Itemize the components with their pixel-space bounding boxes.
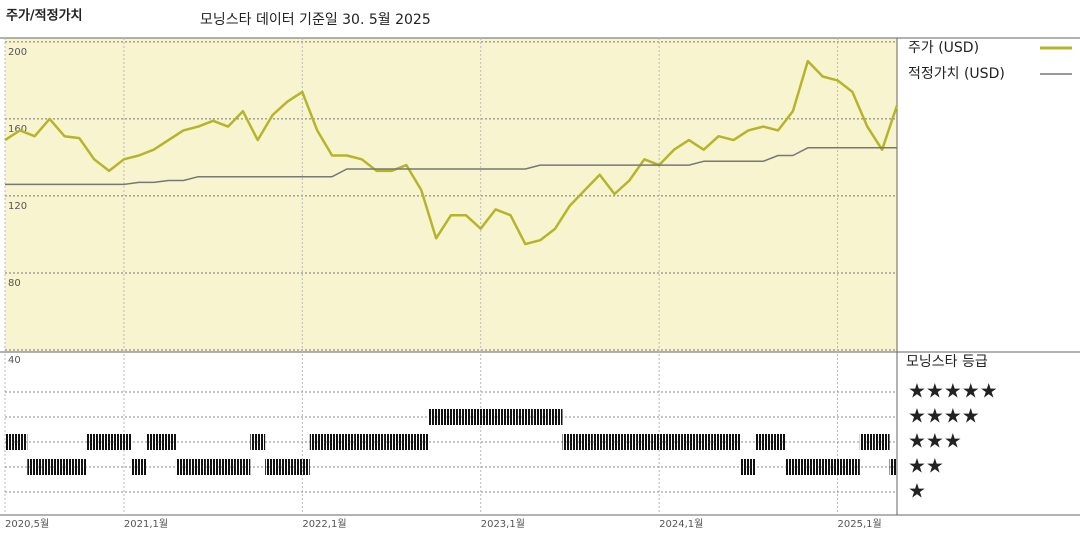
x-tick-label: 2020,5월	[5, 518, 49, 530]
series-line	[5, 147, 897, 186]
price-panel	[5, 38, 897, 352]
rating-bar	[369, 434, 385, 450]
rating-bar	[294, 459, 310, 475]
rating-bar	[265, 459, 281, 475]
y-tick-label: 120	[8, 201, 27, 212]
rating-bar	[532, 409, 548, 425]
rating-bar	[57, 459, 72, 475]
rating-bar	[636, 434, 652, 450]
rating-bar	[830, 459, 845, 475]
rating-label: ★★	[908, 454, 944, 478]
y-tick-label: 160	[8, 124, 27, 135]
rating-bar	[696, 434, 712, 450]
rating-bar	[324, 434, 340, 450]
rating-bar	[577, 434, 593, 450]
rating-bar	[190, 459, 206, 475]
rating-bar	[458, 409, 474, 425]
rating-bar	[547, 409, 563, 425]
rating-label: ★★★★★	[908, 379, 998, 403]
rating-bar	[86, 434, 102, 450]
rating-bar	[770, 434, 786, 450]
rating-bar	[859, 434, 875, 450]
rating-bar	[815, 459, 831, 475]
rating-bar	[175, 459, 191, 475]
y-tick-label: 80	[8, 278, 21, 289]
x-tick-label: 2024,1월	[659, 518, 703, 530]
rating-bar	[607, 434, 622, 450]
series-line	[4, 59, 899, 246]
rating-bar	[101, 434, 117, 450]
rating-title: 모닝스타 등급	[906, 354, 988, 370]
rating-bar	[309, 434, 325, 450]
rating-bar	[116, 434, 132, 450]
rating-bar	[12, 434, 28, 450]
rating-bar	[651, 434, 667, 450]
rating-bar	[443, 409, 459, 425]
x-tick-label: 2025,1월	[838, 518, 882, 530]
x-tick-label: 2022,1월	[302, 518, 346, 530]
rating-label: ★	[908, 479, 926, 503]
rating-bar	[740, 459, 756, 475]
rating-bar	[621, 434, 637, 450]
rating-bar	[205, 459, 221, 475]
rating-bar	[755, 434, 771, 450]
legend-label: 적정가치 (USD)	[908, 66, 1005, 82]
rating-bar	[280, 459, 295, 475]
rating-bar	[131, 459, 147, 475]
x-tick-label: 2023,1월	[481, 518, 525, 530]
rating-bar	[726, 434, 741, 450]
rating-bar	[592, 434, 608, 450]
rating-bar	[889, 459, 897, 475]
rating-bar	[428, 409, 444, 425]
rating-bar	[562, 434, 578, 450]
rating-bar	[398, 434, 414, 450]
rating-bar	[220, 459, 236, 475]
rating-bar	[681, 434, 697, 450]
rating-bar	[666, 434, 682, 450]
chart-title: 주가/적정가치	[6, 8, 83, 24]
rating-bar	[844, 459, 860, 475]
rating-bar	[413, 434, 429, 450]
rating-bar	[161, 434, 176, 450]
x-tick-label: 2021,1월	[124, 518, 168, 530]
rating-label: ★★★	[908, 429, 962, 453]
rating-bar	[473, 409, 489, 425]
rating-bar	[235, 459, 251, 475]
rating-bar	[27, 459, 43, 475]
rating-bar	[384, 434, 399, 450]
rating-label: ★★★★	[908, 404, 980, 428]
rating-bar	[146, 434, 162, 450]
rating-bar	[785, 459, 801, 475]
rating-bar	[488, 409, 504, 425]
legend-label: 주가 (USD)	[908, 40, 979, 56]
rating-bar	[874, 434, 890, 450]
rating-bar	[5, 434, 13, 450]
y-tick-label: 40	[8, 355, 21, 366]
rating-bar	[71, 459, 87, 475]
rating-bar	[250, 434, 266, 450]
y-tick-label: 200	[8, 47, 27, 58]
rating-bar	[42, 459, 58, 475]
rating-bar	[517, 409, 533, 425]
rating-bar	[354, 434, 370, 450]
rating-bar	[800, 459, 816, 475]
rating-bar	[711, 434, 727, 450]
rating-bar	[503, 409, 518, 425]
chart-subtitle: 모닝스타 데이터 기준일 30. 5월 2025	[200, 12, 431, 28]
rating-bar	[339, 434, 355, 450]
